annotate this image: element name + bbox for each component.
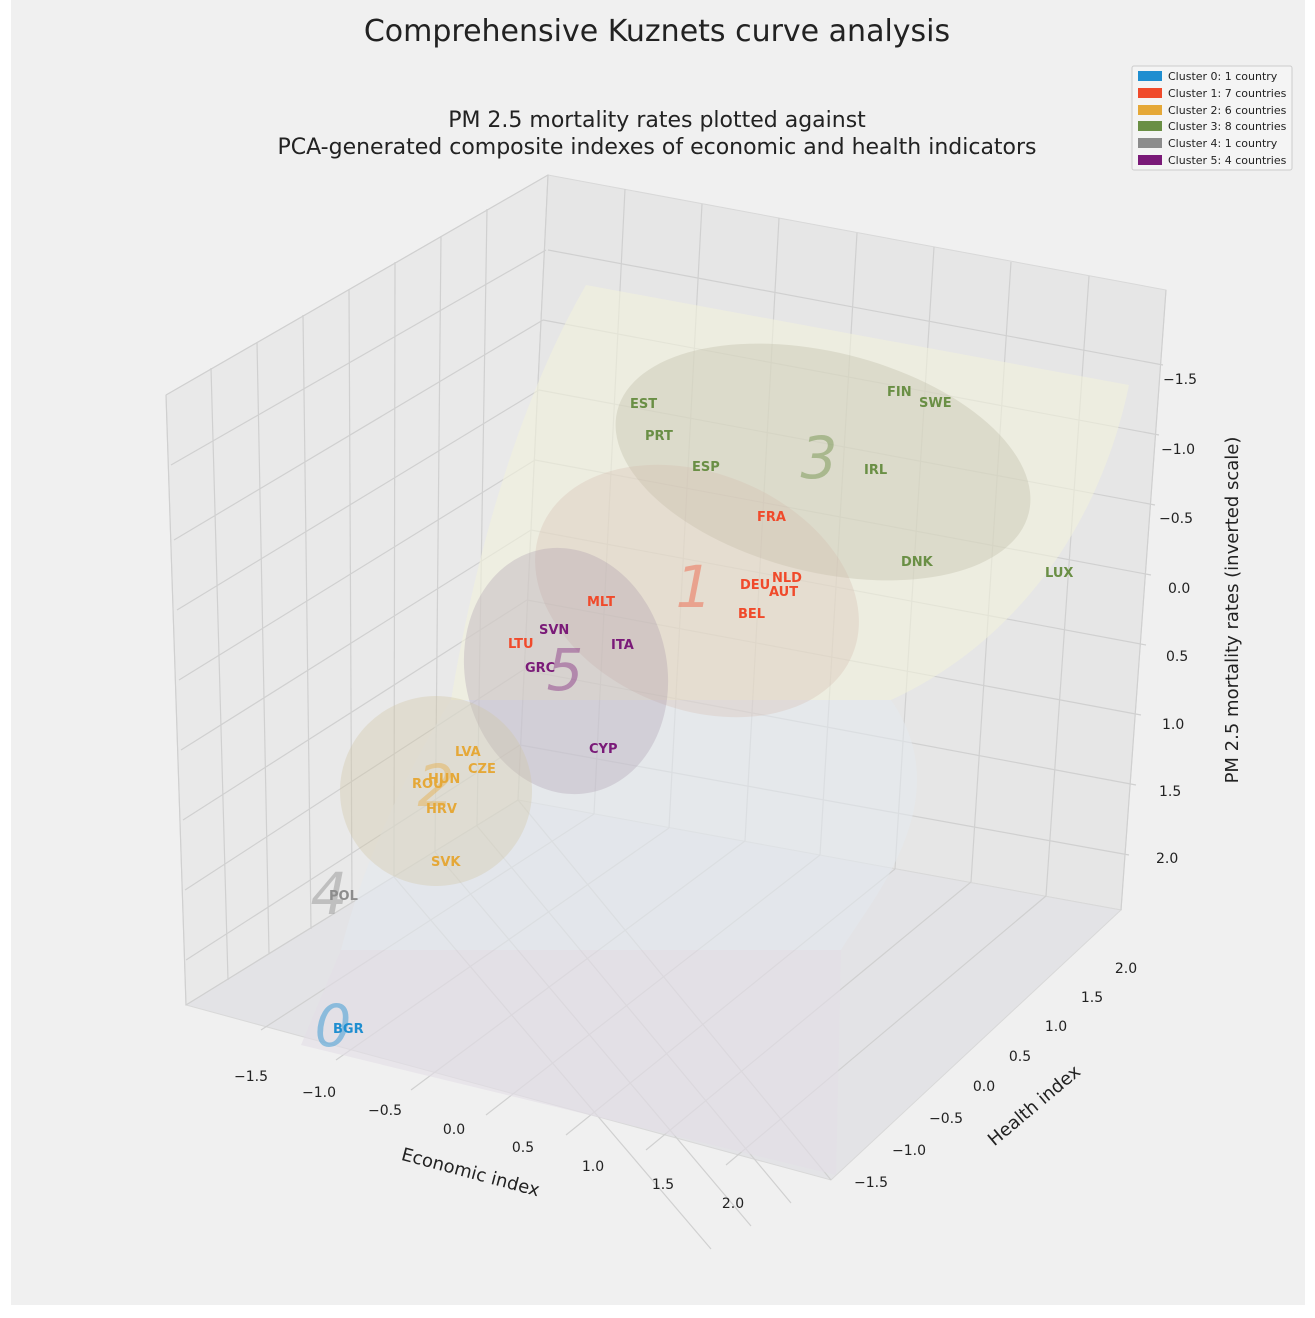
country-label-bgr: BGR [333,1022,364,1037]
legend-label-1: Cluster 1: 7 countries [1168,87,1287,100]
z-tick: −1.0 [1161,442,1195,458]
country-label-rou: ROU [412,777,444,792]
country-label-hrv: HRV [426,802,457,817]
z-tick: 1.5 [1159,784,1181,800]
country-label-fin: FIN [887,385,912,400]
fitted-surface [301,285,1129,1175]
x-tick: −0.5 [368,1103,402,1119]
y-tick: 1.0 [1045,1019,1067,1035]
x-tick: 1.5 [652,1177,674,1193]
country-label-cyp: CYP [589,742,617,757]
legend-swatch-3 [1138,121,1162,131]
cluster-number-0: 0 [315,992,352,1060]
surface-upper [451,285,1129,700]
country-label-svk: SVK [431,855,461,870]
x-tick-labels: −1.5 −1.0 −0.5 0.0 0.5 1.0 1.5 2.0 [234,1069,744,1212]
y-tick: 1.5 [1081,990,1103,1006]
country-label-esp: ESP [692,460,720,475]
legend-label-0: Cluster 0: 1 country [1168,70,1278,83]
cluster-number-1: 1 [676,553,713,621]
country-label-dnk: DNK [901,555,934,570]
z-tick: 0.0 [1168,581,1190,597]
cluster-numbers: 3 1 5 2 4 0 [311,424,838,1060]
z-tick: 2.0 [1156,851,1178,867]
y-tick: −1.5 [854,1175,888,1191]
legend: Cluster 0: 1 country Cluster 1: 7 countr… [1131,65,1293,171]
country-label-mlt: MLT [587,595,615,610]
x-tick: −1.5 [234,1069,268,1085]
legend-swatch-4 [1138,138,1162,148]
legend-box [1131,65,1293,171]
country-label-fra: FRA [757,510,786,525]
chart-subtitle-line-1: PM 2.5 mortality rates plotted against [448,108,866,133]
country-label-cze: CZE [468,762,496,777]
country-label-prt: PRT [645,429,673,444]
surface-middle [341,700,918,950]
cluster-2-ellipse [340,696,532,886]
y-tick: −0.5 [929,1111,963,1127]
y-tick: −1.0 [892,1143,926,1159]
x-tick: 0.5 [512,1140,534,1156]
country-label-swe: SWE [919,396,952,411]
legend-swatch-2 [1138,105,1162,115]
z-tick: −0.5 [1159,511,1193,527]
legend-label-4: Cluster 4: 1 country [1168,137,1278,150]
country-label-lva: LVA [455,745,481,760]
country-label-irl: IRL [864,463,887,478]
z-axis-label: PM 2.5 mortality rates (inverted scale) [1222,437,1243,784]
z-tick-labels: −1.5 −1.0 −0.5 0.0 0.5 1.0 1.5 2.0 [1156,372,1197,867]
z-tick: 0.5 [1166,649,1188,665]
cluster-3-ellipse [615,343,1031,581]
x-tick: −1.0 [302,1085,336,1101]
legend-label-2: Cluster 2: 6 countries [1168,104,1287,117]
y-tick-labels: −1.5 −1.0 −0.5 0.0 0.5 1.0 1.5 2.0 [854,961,1137,1191]
country-label-aut: AUT [769,585,798,600]
cluster-5-ellipse [463,547,669,795]
country-label-svn: SVN [539,623,569,638]
chart-subtitle-line-2: PCA-generated composite indexes of econo… [277,135,1036,160]
figure-canvas: 3 1 5 2 4 0 BGR FRA DEU NLD AUT BEL MLT LTU LVA C… [11,0,1305,1305]
country-label-bel: BEL [738,607,765,622]
cluster-ellipses [340,343,1031,886]
legend-label-3: Cluster 3: 8 countries [1168,120,1287,133]
country-label-nld: NLD [772,571,802,586]
legend-swatch-5 [1138,155,1162,165]
legend-swatch-0 [1138,71,1162,81]
surface-lower [301,950,841,1175]
y-tick: 0.5 [1009,1049,1031,1065]
country-label-deu: DEU [740,578,770,593]
country-label-pol: POL [329,889,358,904]
country-label-grc: GRC [525,661,555,676]
y-tick: 0.0 [973,1079,995,1095]
country-label-hun: HUN [428,772,460,787]
x-tick: 1.0 [582,1159,604,1175]
cluster-number-2: 2 [418,752,455,820]
cluster-number-5: 5 [547,636,584,704]
legend-label-5: Cluster 5: 4 countries [1168,154,1287,167]
cluster-number-4: 4 [311,860,348,928]
y-tick: 2.0 [1115,961,1137,977]
country-label-est: EST [630,397,657,412]
cluster-1-ellipse [535,464,859,718]
country-label-ita: ITA [611,638,634,653]
x-tick: 2.0 [722,1196,744,1212]
cluster-number-3: 3 [801,424,838,492]
z-tick: −1.5 [1163,372,1197,388]
country-label-ltu: LTU [508,637,534,652]
country-label-lux: LUX [1045,566,1073,581]
z-tick: 1.0 [1162,717,1184,733]
legend-swatch-1 [1138,88,1162,98]
x-tick: 0.0 [443,1122,465,1138]
chart-title: Comprehensive Kuznets curve analysis [364,14,950,49]
y-axis-label: Health index [984,1061,1085,1151]
